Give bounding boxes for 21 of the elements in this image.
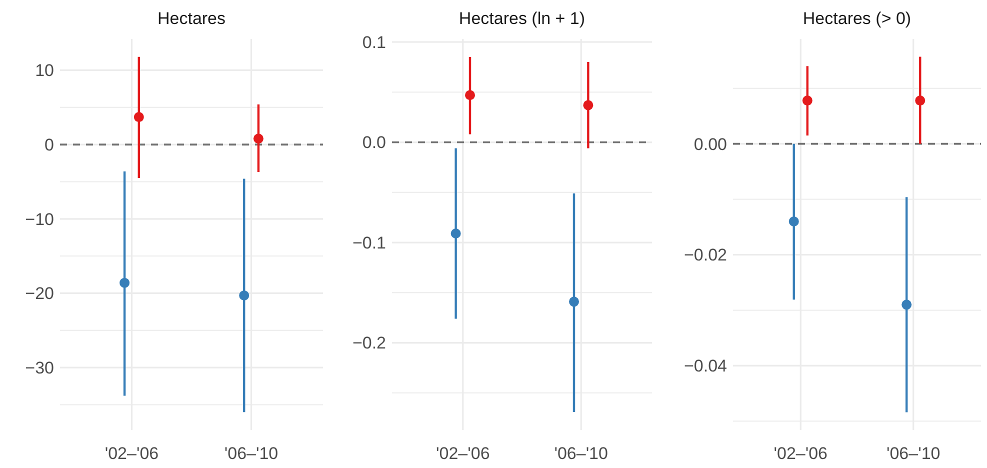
x-tick-label: '02–'06 (774, 444, 828, 463)
y-tick-label: −10 (25, 210, 54, 229)
y-tick-label: 0 (44, 136, 54, 155)
chart-title: Hectares (157, 9, 226, 28)
y-tick-label: 0.00 (694, 134, 727, 154)
y-tick-label: −0.04 (684, 356, 727, 376)
y-tick-label: −0.02 (684, 246, 727, 265)
y-tick-label: 10 (35, 61, 54, 80)
x-tick-label: '06–'10 (886, 444, 940, 463)
y-tick-label: 0.0 (362, 133, 386, 152)
y-tick-label: 0.1 (362, 32, 386, 52)
x-tick-label: '02–'06 (104, 444, 159, 463)
y-tick-label: −0.1 (352, 233, 386, 252)
chart-title: Hectares (ln + 1) (458, 9, 586, 28)
x-tick-label: '02–'06 (436, 444, 490, 463)
y-tick-label: −20 (25, 284, 54, 304)
x-tick-label: '06–'10 (224, 444, 278, 463)
y-tick-label: −0.2 (352, 334, 386, 353)
x-tick-label: '06–'10 (554, 444, 608, 463)
y-tick-label: −30 (25, 358, 54, 378)
chart-title: Hectares (> 0) (802, 9, 912, 28)
